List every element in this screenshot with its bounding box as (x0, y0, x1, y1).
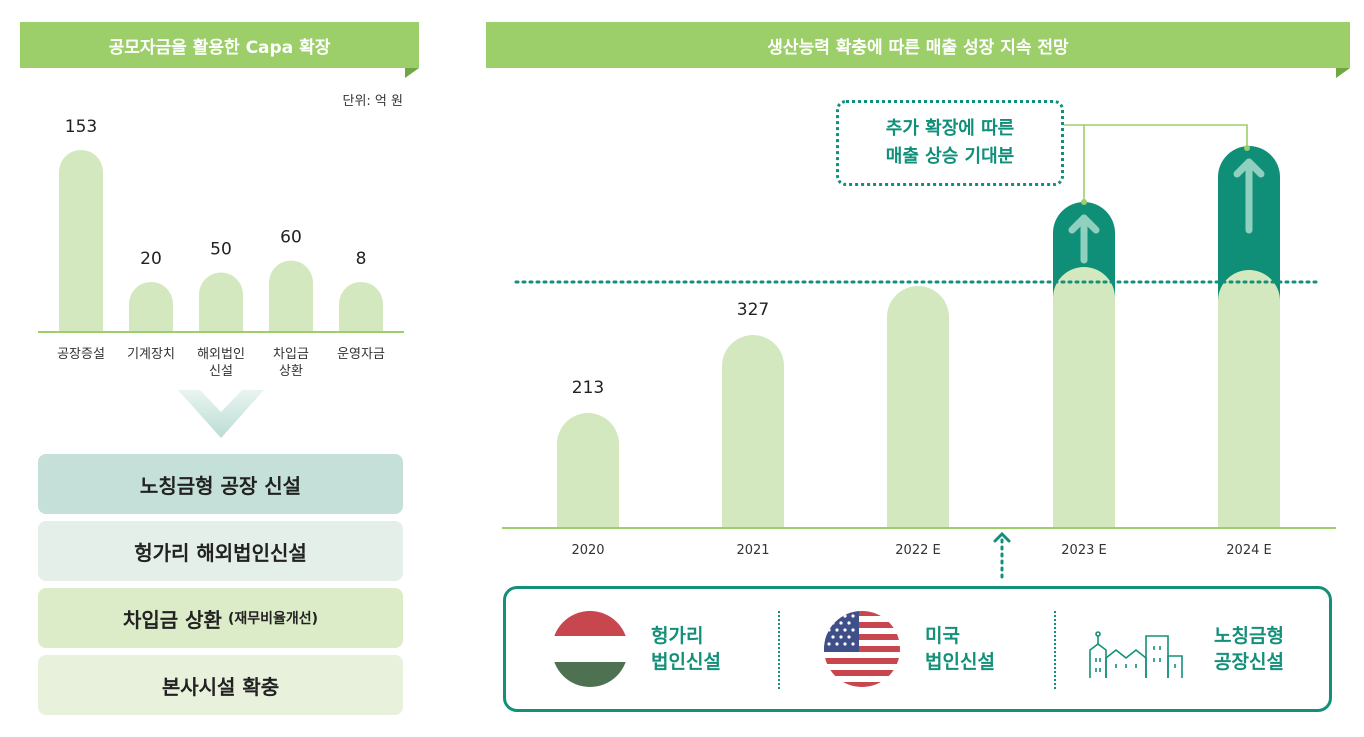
bar-3 (1053, 267, 1115, 528)
site-divider (1054, 611, 1056, 689)
usa-flag-icon (824, 611, 900, 687)
callout-line-1: 추가 확장에 따른 (885, 118, 1015, 139)
data-label-1: 20 (140, 249, 162, 269)
right-panel-title-text: 생산능력 확충에 따른 매출 성장 지속 전망 (767, 37, 1069, 58)
category-label-2-1: 신설 (209, 364, 233, 379)
category-label-4-0: 운영자금 (337, 347, 385, 362)
category-label-1: 2021 (736, 543, 769, 558)
callout-connector (1060, 124, 1248, 202)
site-factory-line1: 노칭금형 (1214, 625, 1284, 647)
connector-dot (1244, 145, 1250, 151)
category-label-3-0: 차입금 (273, 347, 309, 362)
capa-item-hungary: 헝가리 해외법인신설 (38, 521, 403, 581)
bar-0 (59, 150, 103, 332)
capa-item-label: 헝가리 해외법인신설 (134, 540, 307, 565)
category-label-0: 2020 (571, 543, 604, 558)
bar-0 (557, 413, 619, 528)
capa-item-notching-factory: 노칭금형 공장 신설 (38, 454, 403, 514)
category-label-0-0: 공장증설 (57, 347, 105, 362)
site-hungary-line2: 법인신설 (651, 651, 721, 673)
capa-item-label: 본사시설 확충 (161, 674, 280, 699)
callout-line-2: 매출 상승 기대분 (885, 146, 1015, 167)
site-factory-line2: 공장신설 (1214, 651, 1284, 673)
data-label-0: 213 (572, 378, 604, 398)
left-panel-title: 공모자금을 활용한 Capa 확장 (20, 22, 419, 78)
hungary-flag-icon (552, 611, 628, 687)
factory-buildings-icon (1089, 631, 1183, 678)
connector-dot (1081, 199, 1087, 205)
bar-1 (722, 335, 784, 528)
site-factory: 노칭금형 공장신설 (1086, 589, 1284, 709)
site-usa-line2: 법인신설 (925, 651, 995, 673)
left-panel-title-text: 공모자금을 활용한 Capa 확장 (108, 37, 331, 58)
banner-fold (405, 68, 419, 78)
category-label-3: 2023 E (1061, 543, 1106, 558)
bar-3 (269, 260, 313, 332)
bar-2 (199, 272, 243, 332)
capa-item-hq-expansion: 본사시설 확충 (38, 655, 403, 715)
site-hungary-line1: 헝가리 (651, 625, 704, 647)
up-arrow-icon (1233, 158, 1265, 234)
bar-2 (887, 286, 949, 528)
category-label-1-0: 기계장치 (127, 347, 175, 362)
category-label-3-1: 상환 (279, 364, 303, 379)
category-label-2: 2022 E (895, 543, 940, 558)
up-arrow-icon (1068, 214, 1100, 264)
right-panel-title: 생산능력 확충에 따른 매출 성장 지속 전망 (486, 22, 1350, 78)
capa-item-label: 노칭금형 공장 신설 (139, 473, 302, 498)
bar-4 (339, 282, 383, 332)
data-label-2: 50 (210, 240, 232, 260)
site-divider (778, 611, 780, 689)
chevron-up-icon (993, 531, 1011, 543)
bar-1 (129, 282, 173, 332)
data-label-1: 327 (737, 300, 769, 320)
data-label-0: 153 (65, 117, 97, 137)
banner-fold (1336, 68, 1350, 78)
bar-4 (1218, 270, 1280, 528)
capa-item-sub: (재무비율개선) (227, 611, 319, 627)
data-label-3: 60 (280, 228, 302, 248)
expansion-sites-box: 헝가리 법인신설 (503, 586, 1332, 712)
capa-item-debt-repayment: 차입금 상환 (재무비율개선) (38, 588, 403, 648)
unit-label: 단위: 억 원 (342, 94, 404, 109)
capa-item-label: 차입금 상환 (122, 607, 222, 632)
expected-increase-callout: 추가 확장에 따른 매출 상승 기대분 (836, 100, 1064, 186)
site-usa-line1: 미국 (925, 625, 960, 647)
category-label-4: 2024 E (1226, 543, 1271, 558)
data-label-4: 8 (356, 249, 367, 269)
site-hungary: 헝가리 법인신설 (551, 589, 721, 709)
sales-growth-chart: 213 2020 327 2021 2022 E 2023 E 2024 E (502, 124, 1336, 580)
down-chevron-icon (178, 390, 264, 438)
site-usa: 미국 법인신설 (823, 589, 995, 709)
category-label-2-0: 해외법인 (197, 347, 245, 362)
